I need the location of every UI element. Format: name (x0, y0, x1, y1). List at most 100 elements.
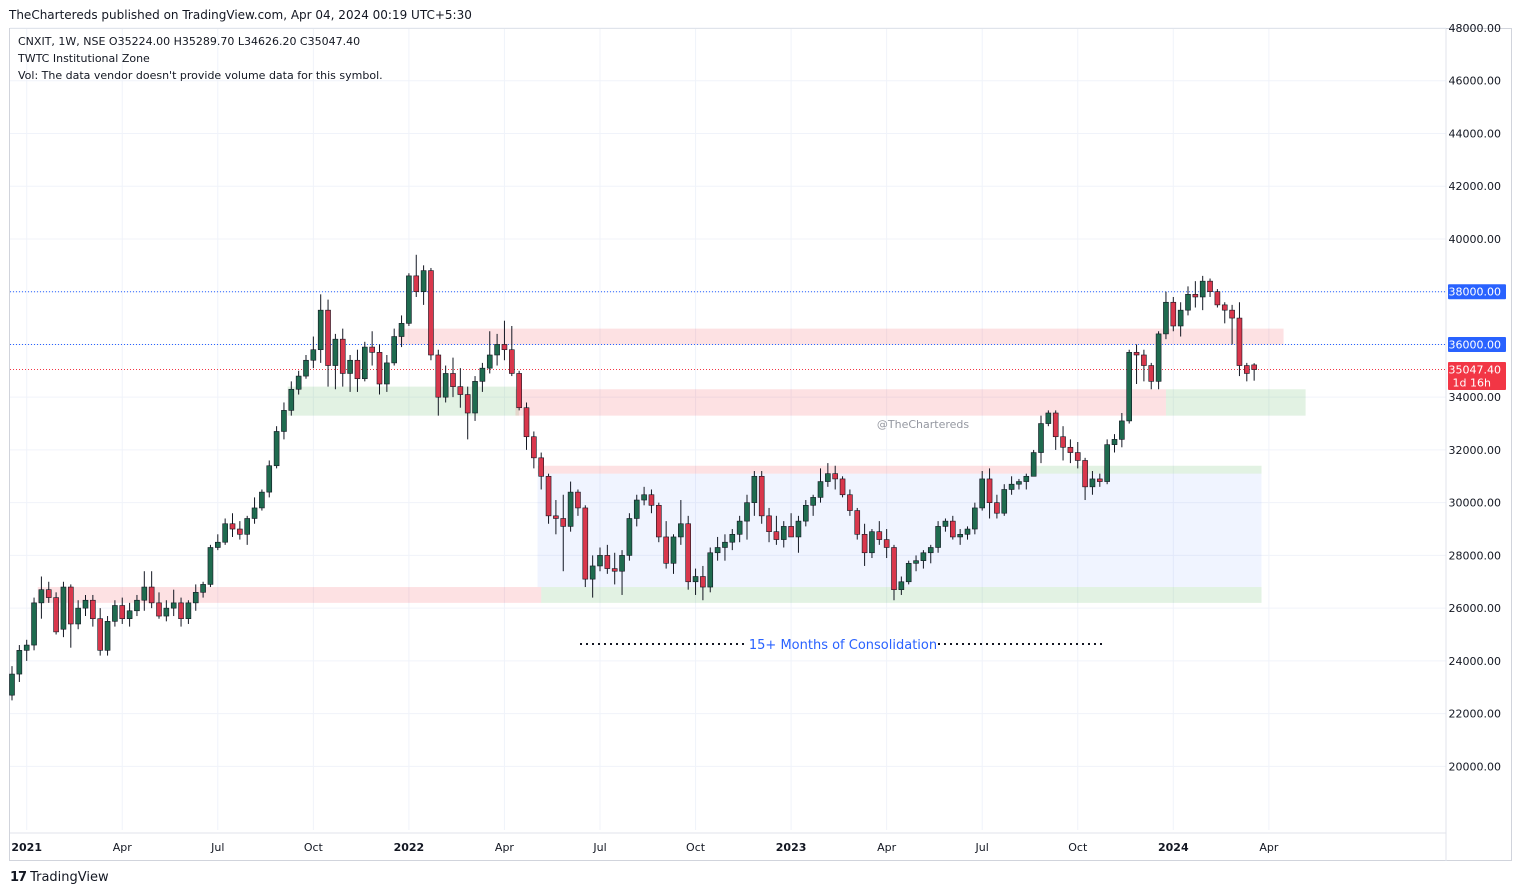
candle[interactable] (560, 494, 567, 572)
candle[interactable] (222, 518, 228, 545)
candle[interactable] (273, 426, 280, 469)
candle[interactable] (1023, 473, 1030, 490)
candle[interactable] (1030, 449, 1037, 477)
candle[interactable] (501, 320, 508, 361)
price-axis[interactable]: 48000.00 46000.00 44000.00 42000.00 40000.00… (1448, 22, 1506, 773)
candle[interactable] (604, 544, 611, 574)
candle[interactable] (1221, 302, 1228, 324)
candle[interactable] (442, 365, 449, 403)
candle[interactable] (413, 254, 420, 297)
candle[interactable] (1214, 289, 1221, 308)
candle[interactable] (861, 523, 868, 566)
candle[interactable] (1016, 478, 1022, 490)
candle[interactable] (714, 536, 721, 561)
candle[interactable] (23, 639, 30, 661)
candle[interactable] (325, 299, 331, 387)
candle[interactable] (68, 584, 74, 648)
candle[interactable] (75, 600, 81, 630)
candle[interactable] (494, 333, 500, 366)
candle[interactable] (9, 666, 15, 701)
candle[interactable] (744, 494, 750, 540)
candle[interactable] (369, 331, 375, 366)
candle[interactable] (45, 581, 52, 603)
candle[interactable] (920, 550, 927, 569)
candle[interactable] (553, 500, 559, 535)
candle[interactable] (303, 354, 309, 379)
candle[interactable] (626, 513, 633, 561)
candle[interactable] (170, 589, 177, 617)
candle[interactable] (163, 600, 170, 622)
candle[interactable] (810, 494, 816, 516)
candle[interactable] (16, 645, 23, 682)
candle[interactable] (905, 560, 912, 585)
candle[interactable] (1236, 302, 1243, 377)
candle[interactable] (854, 507, 861, 540)
candle[interactable] (949, 515, 956, 540)
candle[interactable] (508, 325, 515, 377)
candle[interactable] (773, 515, 780, 545)
candle[interactable] (1177, 302, 1184, 337)
candle[interactable] (780, 521, 787, 548)
candle[interactable] (736, 515, 743, 543)
candle[interactable] (479, 362, 486, 392)
candle[interactable] (1126, 349, 1132, 424)
symbol-ohlc-legend[interactable]: CNXIT, 1W, NSE O35224.00 H35289.70 L3462… (18, 35, 361, 48)
candle[interactable] (1052, 410, 1059, 450)
candle[interactable] (1155, 331, 1162, 390)
candle[interactable] (619, 550, 625, 595)
candle[interactable] (60, 581, 67, 638)
candle[interactable] (1104, 439, 1110, 485)
candle[interactable] (839, 476, 846, 498)
candle[interactable] (295, 370, 302, 395)
candle[interactable] (1045, 410, 1052, 427)
candle[interactable] (655, 502, 662, 543)
candle[interactable] (398, 315, 405, 348)
candle[interactable] (582, 505, 589, 588)
candle[interactable] (545, 473, 552, 524)
candle[interactable] (832, 465, 839, 490)
candle[interactable] (641, 486, 647, 506)
candle[interactable] (200, 581, 206, 598)
candle[interactable] (891, 544, 897, 601)
tradingview-footer[interactable]: 17 TradingView (10, 870, 109, 885)
candle[interactable] (148, 571, 155, 609)
candle[interactable] (310, 336, 317, 369)
candle[interactable] (788, 513, 794, 538)
candle[interactable] (1067, 439, 1074, 464)
candle[interactable] (994, 494, 1000, 519)
candle[interactable] (707, 547, 714, 593)
candle[interactable] (1119, 413, 1125, 448)
candle[interactable] (964, 526, 971, 540)
candle[interactable] (420, 265, 427, 305)
candle[interactable] (516, 370, 522, 411)
candle[interactable] (428, 267, 434, 361)
candle[interactable] (1148, 362, 1155, 390)
candle[interactable] (1244, 362, 1250, 382)
candle[interactable] (281, 402, 287, 440)
candle[interactable] (435, 349, 442, 416)
candle[interactable] (1089, 471, 1096, 495)
candle[interactable] (266, 460, 273, 498)
candle[interactable] (802, 500, 809, 527)
candle[interactable] (391, 328, 398, 366)
candle[interactable] (1185, 286, 1191, 316)
candle[interactable] (251, 497, 258, 524)
candle[interactable] (633, 494, 640, 527)
candle[interactable] (957, 529, 963, 545)
candle[interactable] (215, 534, 221, 551)
candle[interactable] (1199, 275, 1206, 311)
candle[interactable] (1192, 281, 1199, 308)
candle[interactable] (1133, 344, 1140, 384)
candle[interactable] (869, 529, 875, 559)
candle[interactable] (722, 534, 728, 561)
candle[interactable] (31, 597, 37, 651)
candle[interactable] (898, 576, 905, 595)
candle[interactable] (119, 597, 126, 624)
candlesticks[interactable] (9, 254, 1257, 701)
candle[interactable] (104, 616, 111, 656)
candle[interactable] (178, 597, 184, 627)
candle[interactable] (935, 521, 941, 553)
candle[interactable] (317, 294, 324, 363)
candle[interactable] (472, 376, 478, 421)
candle[interactable] (670, 534, 677, 574)
